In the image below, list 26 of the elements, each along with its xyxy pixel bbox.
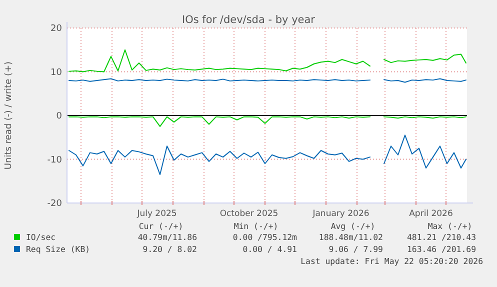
text: 0.00 / 4.91 xyxy=(242,244,298,254)
y-tick-label: 10 xyxy=(50,68,62,78)
text: 481.21 /210.43 xyxy=(406,232,476,242)
text: 40.79m/11.86 xyxy=(138,232,198,242)
x-tick-label: July 2025 xyxy=(136,209,177,219)
text: Cur (-/+) xyxy=(138,221,184,231)
y-tick-label: -20 xyxy=(47,199,62,210)
text: Max (-/+) xyxy=(428,221,472,231)
text: 9.20 / 8.02 xyxy=(142,244,198,254)
y-tick-label: 20 xyxy=(50,24,62,34)
x-tick-label: April 2026 xyxy=(409,209,453,219)
x-tick-label: October 2025 xyxy=(220,209,278,219)
y-tick-label: 0 xyxy=(56,112,62,122)
y-axis-title: Units read (-) / write (+) xyxy=(4,61,14,170)
x-tick-label: January 2026 xyxy=(312,209,370,219)
text: 0.00 /795.12m xyxy=(232,232,298,242)
text: 9.06 / 7.99 xyxy=(328,244,384,254)
text: 163.46 /201.69 xyxy=(406,244,476,254)
text: Min (-/+) xyxy=(234,221,278,231)
y-tick-label: -10 xyxy=(47,155,62,166)
text: Last update: Fri May 22 05:20:20 2026 xyxy=(300,256,484,266)
legend-label: Req Size (KB) xyxy=(26,244,90,254)
chart-title: IOs for /dev/sda - by year xyxy=(182,14,316,26)
text: Avg (-/+) xyxy=(330,221,376,231)
text: 188.48m/11.02 xyxy=(318,232,384,242)
legend-label: IO/sec xyxy=(26,232,56,242)
